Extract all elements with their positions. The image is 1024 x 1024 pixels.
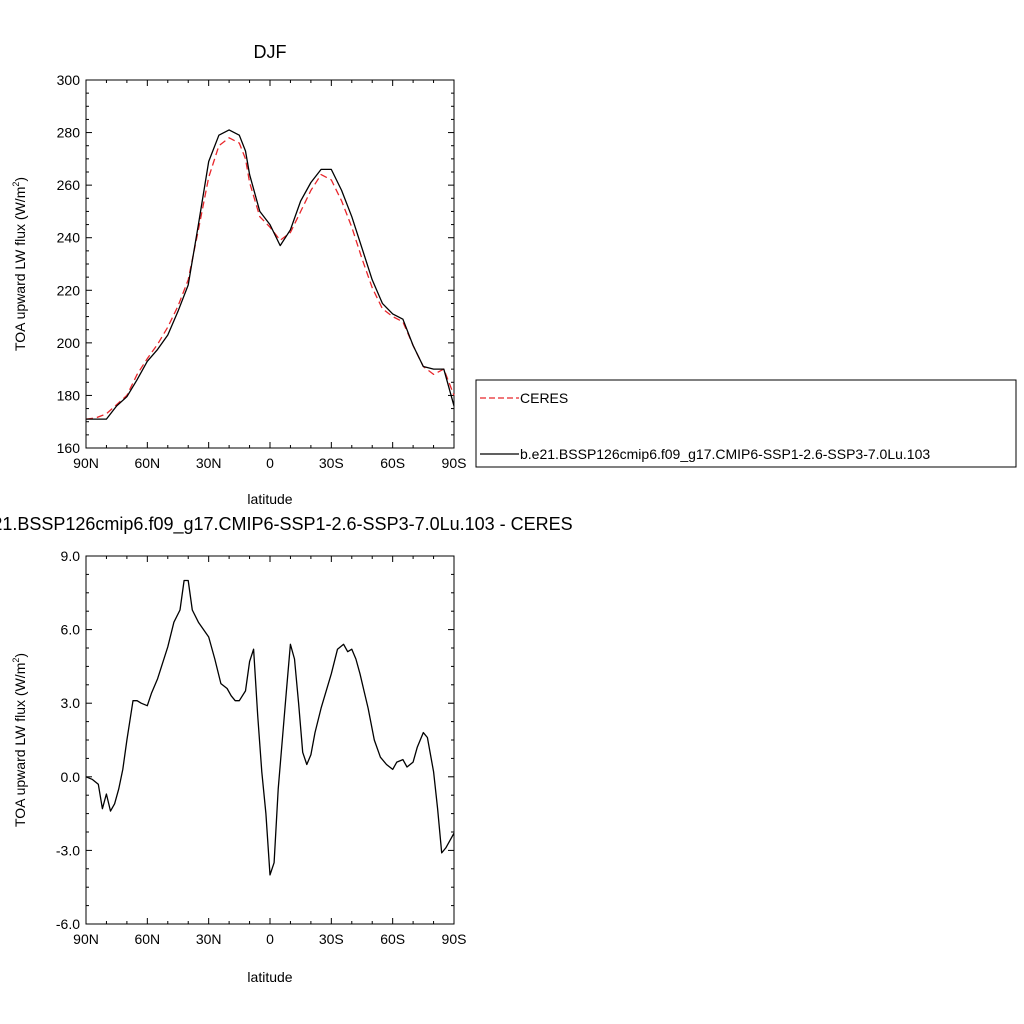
chart-title: DJF [254, 42, 287, 62]
y-axis-label: TOA upward LW flux (W/m2) [11, 653, 28, 827]
y-axis-label-close: ) [12, 177, 28, 182]
y-tick-label: 280 [57, 125, 81, 141]
chart-title: b.e21.BSSP126cmip6.f09_g17.CMIP6-SSP1-2.… [0, 514, 573, 535]
x-axis-ticks: 90N 60N 30N 0 30S 60S 90S [73, 80, 466, 471]
x-axis-ticks: 90N 60N 30N 0 30S 60S 90S [73, 556, 466, 947]
legend-label-ceres: CERES [520, 390, 568, 406]
x-tick-label: 90S [442, 931, 467, 947]
series-group [85, 579, 455, 876]
y-axis-label-superscript: 2 [11, 658, 21, 663]
x-tick-label: 30S [319, 455, 344, 471]
plot-frame [85, 79, 455, 449]
difference-series-line [85, 579, 455, 876]
bottom-chart-panel: b.e21.BSSP126cmip6.f09_g17.CMIP6-SSP1-2.… [0, 514, 573, 985]
y-tick-label: -6.0 [56, 916, 80, 932]
y-axis-ticks: -6.0 -3.0 0.0 3.0 6.0 9.0 [56, 548, 454, 932]
x-tick-label: 90S [442, 455, 467, 471]
x-tick-label: 30N [196, 931, 222, 947]
y-tick-label: 9.0 [61, 548, 81, 564]
y-tick-label: 160 [57, 440, 81, 456]
y-axis-label-main: TOA upward LW flux (W/m [12, 187, 28, 351]
y-tick-label: 240 [57, 230, 81, 246]
y-tick-label: 3.0 [61, 695, 81, 711]
y-axis-label-main: TOA upward LW flux (W/m [12, 663, 28, 827]
x-tick-label: 90N [73, 931, 99, 947]
y-tick-label: 180 [57, 387, 81, 403]
x-tick-label: 60S [380, 455, 405, 471]
series-group [85, 129, 455, 420]
x-tick-label: 30N [196, 455, 222, 471]
y-tick-label: 6.0 [61, 622, 81, 638]
y-axis-label-superscript: 2 [11, 182, 21, 187]
legend: CERES b.e21.BSSP126cmip6.f09_g17.CMIP6-S… [475, 379, 1017, 468]
y-tick-label: 0.0 [61, 769, 81, 785]
b-e21-bssp126cmip6-f-series-line [86, 129, 455, 420]
x-tick-label: 0 [266, 455, 274, 471]
ceres-series-line [85, 137, 455, 420]
y-tick-label: 300 [57, 72, 81, 88]
y-tick-label: 220 [57, 282, 81, 298]
legend-box [475, 379, 1017, 468]
x-axis-label: latitude [247, 491, 292, 507]
x-tick-label: 60S [380, 931, 405, 947]
x-tick-label: 0 [266, 931, 274, 947]
x-tick-label: 60N [134, 455, 160, 471]
y-tick-label: -3.0 [56, 842, 80, 858]
x-tick-label: 30S [319, 931, 344, 947]
y-tick-label: 200 [57, 335, 81, 351]
legend-label-model: b.e21.BSSP126cmip6.f09_g17.CMIP6-SSP1-2.… [520, 446, 930, 462]
top-chart-panel: DJF 160 180 200 220 240 260 280 300 90N 60N 30N 0 3… [11, 42, 1017, 507]
x-axis-label: latitude [247, 969, 292, 985]
y-axis-label: TOA upward LW flux (W/m2) [11, 177, 28, 351]
x-tick-label: 90N [73, 455, 99, 471]
x-tick-label: 60N [134, 931, 160, 947]
y-axis-ticks: 160 180 200 220 240 260 280 300 [57, 72, 454, 456]
y-axis-label-close: ) [12, 653, 28, 658]
y-tick-label: 260 [57, 177, 81, 193]
